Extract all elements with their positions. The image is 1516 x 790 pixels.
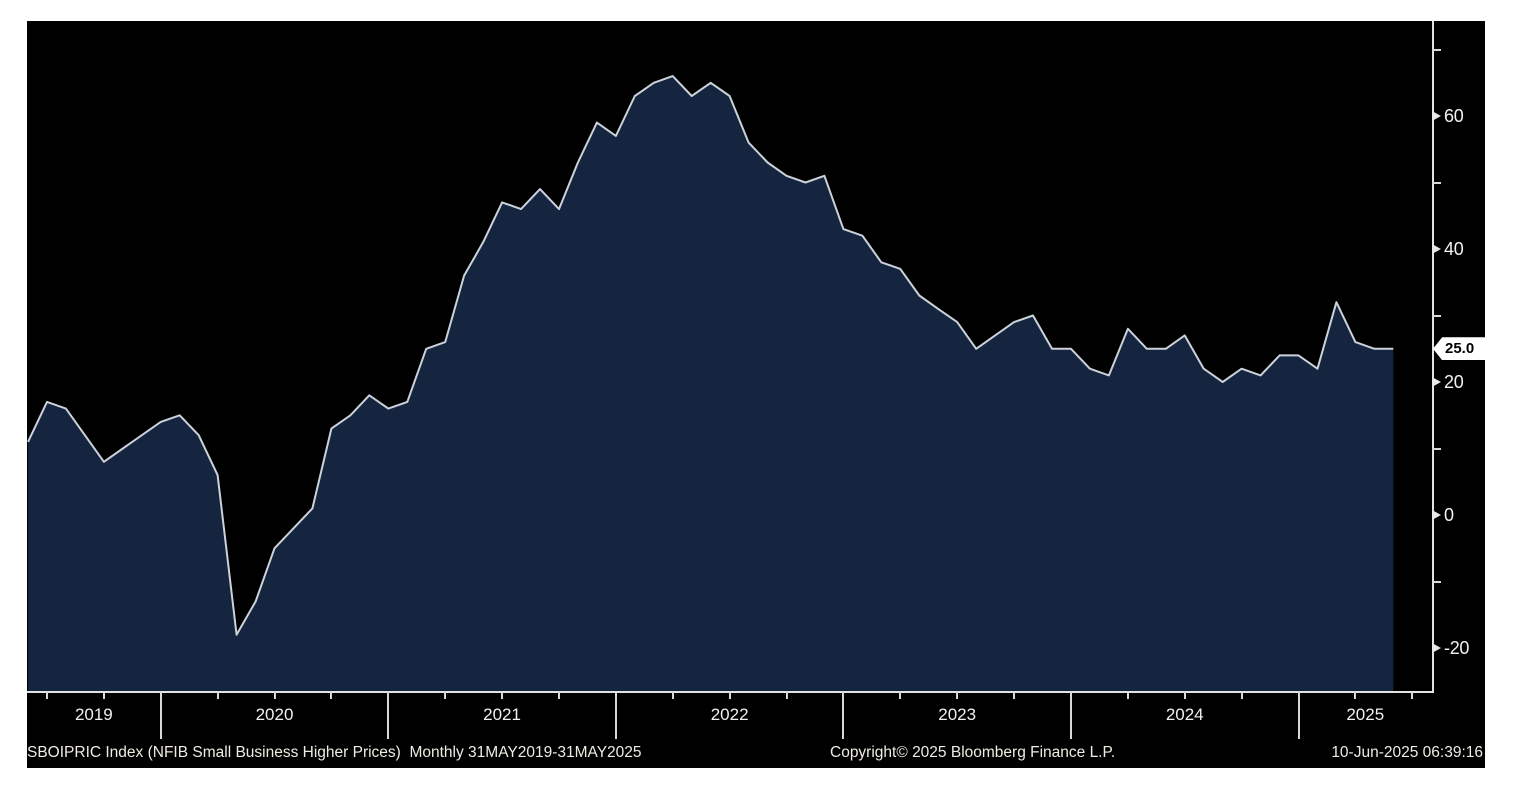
- y-axis-minor-tick: [1432, 181, 1441, 184]
- x-axis-year-separator: [1069, 692, 1072, 739]
- x-axis-year-separator: [842, 692, 845, 739]
- y-tick-value: 60: [1444, 105, 1464, 126]
- x-axis-year-separator: [159, 692, 162, 739]
- x-axis-year-label: 2022: [710, 705, 749, 724]
- y-axis-tick-label: 0: [1432, 505, 1454, 525]
- tick-arrow-icon: [1432, 643, 1441, 653]
- y-axis-minor-tick: [1432, 580, 1441, 583]
- x-axis-year-label: 2021: [483, 705, 521, 724]
- x-axis-quarter-tick: [330, 692, 333, 699]
- chart-panel: 60 40 20 0 -20 2019 2020 2021 2022 2023 2024 2025 …: [27, 21, 1487, 768]
- x-axis-quarter-tick: [273, 692, 276, 699]
- x-axis-quarter-tick: [671, 692, 674, 699]
- x-axis-quarter-tick: [1411, 692, 1414, 699]
- x-axis-year-label: 2024: [1165, 705, 1204, 724]
- y-axis-tick-label: 60: [1432, 105, 1464, 126]
- x-axis-quarter-tick: [444, 692, 447, 699]
- tick-arrow-icon: [1432, 244, 1441, 254]
- y-axis-minor-tick: [1432, 48, 1441, 51]
- y-tick-value: 0: [1444, 504, 1454, 525]
- x-axis-quarter-tick: [899, 692, 902, 699]
- y-tick-value: 40: [1444, 238, 1464, 259]
- footer-copyright: Copyright© 2025 Bloomberg Finance L.P.: [830, 744, 1116, 761]
- x-axis-quarter-tick: [1354, 692, 1357, 699]
- x-axis-year-separator: [387, 692, 390, 739]
- tick-arrow-icon: [1432, 111, 1441, 121]
- x-axis-year-separator: [1297, 692, 1300, 739]
- y-axis-minor-tick: [1432, 447, 1441, 450]
- y-tick-value: 20: [1444, 371, 1464, 392]
- footer-instrument: SBOIPRIC Index (NFIB Small Business High…: [27, 744, 401, 761]
- price-line: [27, 75, 1394, 636]
- x-axis-quarter-tick: [45, 692, 48, 699]
- x-axis-year-label: 2020: [255, 705, 294, 724]
- x-axis-quarter-tick: [1183, 692, 1186, 699]
- x-axis-quarter-tick: [501, 692, 504, 699]
- last-value-badge: 25.0: [1433, 337, 1487, 361]
- x-axis-quarter-tick: [956, 692, 959, 699]
- x-axis-quarter-tick: [728, 692, 731, 699]
- footer-timestamp: 10-Jun-2025 06:39:16: [1331, 744, 1483, 761]
- y-axis-tick-label: -20: [1432, 638, 1469, 658]
- x-axis-year-label: 2019: [74, 705, 113, 724]
- x-axis-year-label: 2023: [938, 705, 977, 724]
- x-axis-year-label: 2025: [1346, 705, 1385, 724]
- tick-arrow-icon: [1432, 377, 1441, 387]
- tick-arrow-icon: [1432, 510, 1441, 520]
- footer-periodicity: Monthly 31MAY2019-31MAY2025: [409, 744, 642, 761]
- y-axis-tick-label: 40: [1432, 238, 1464, 259]
- x-axis-quarter-tick: [785, 692, 788, 699]
- x-axis-quarter-tick: [1013, 692, 1016, 699]
- x-axis-year-separator: [614, 692, 617, 739]
- y-axis-line: [1432, 21, 1434, 693]
- y-tick-value: -20: [1444, 637, 1470, 658]
- y-axis-minor-tick: [1432, 314, 1441, 317]
- footer-security-description: SBOIPRIC Index (NFIB Small Business High…: [27, 743, 642, 763]
- area-fill: [28, 76, 1394, 691]
- y-axis-tick-label: 20: [1432, 371, 1464, 392]
- x-axis-quarter-tick: [1240, 692, 1243, 699]
- x-axis-quarter-tick: [216, 692, 219, 699]
- price-area-chart[interactable]: [27, 21, 1433, 691]
- x-axis-quarter-tick: [102, 692, 105, 699]
- x-axis-quarter-tick: [557, 692, 560, 699]
- x-axis-quarter-tick: [1126, 692, 1129, 699]
